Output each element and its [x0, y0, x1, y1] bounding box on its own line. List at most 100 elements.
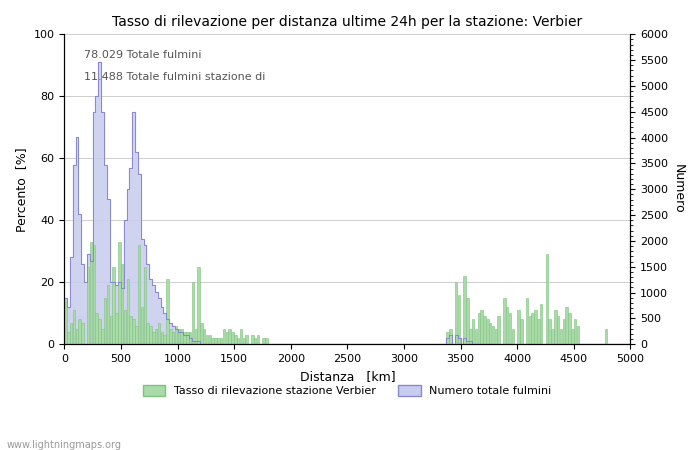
Bar [228, 329, 231, 344]
Bar [172, 332, 174, 344]
Bar [463, 276, 466, 344]
Bar [246, 335, 248, 344]
Bar [265, 338, 268, 344]
Bar [181, 329, 183, 344]
Bar [197, 267, 199, 344]
Bar [104, 298, 106, 344]
Bar [98, 320, 101, 344]
Bar [475, 329, 477, 344]
Bar [503, 298, 505, 344]
Bar [577, 326, 579, 344]
Bar [557, 316, 559, 344]
Bar [551, 329, 554, 344]
Bar [455, 282, 458, 344]
Bar [135, 326, 137, 344]
Bar [169, 329, 172, 344]
Bar [568, 313, 570, 344]
Bar [540, 304, 542, 344]
Bar [141, 307, 144, 344]
Bar [195, 329, 197, 344]
Bar [512, 329, 514, 344]
Bar [95, 313, 98, 344]
Bar [160, 332, 163, 344]
Bar [458, 295, 461, 344]
Bar [237, 338, 239, 344]
Bar [534, 310, 537, 344]
Bar [64, 298, 67, 344]
Bar [251, 335, 253, 344]
Bar [121, 264, 123, 344]
Bar [211, 338, 214, 344]
Bar [509, 313, 511, 344]
Bar [152, 332, 155, 344]
Bar [200, 323, 203, 344]
Bar [92, 245, 95, 344]
Bar [574, 320, 576, 344]
Bar [106, 285, 109, 344]
Bar [76, 329, 78, 344]
Bar [217, 338, 220, 344]
Bar [118, 242, 120, 344]
Bar [472, 320, 475, 344]
Bar [163, 335, 166, 344]
Text: 78.029 Totale fulmini: 78.029 Totale fulmini [84, 50, 202, 60]
Bar [526, 298, 528, 344]
Bar [183, 332, 186, 344]
Bar [113, 267, 115, 344]
Bar [124, 310, 126, 344]
Bar [548, 320, 551, 344]
Bar [203, 329, 206, 344]
Bar [492, 326, 494, 344]
Bar [498, 316, 500, 344]
X-axis label: Distanza   [km]: Distanza [km] [300, 369, 395, 382]
Bar [146, 323, 149, 344]
Bar [531, 313, 534, 344]
Bar [449, 329, 452, 344]
Bar [225, 332, 228, 344]
Bar [240, 329, 242, 344]
Bar [110, 316, 112, 344]
Bar [257, 335, 259, 344]
Bar [209, 335, 211, 344]
Bar [517, 310, 519, 344]
Bar [87, 267, 90, 344]
Bar [486, 320, 489, 344]
Bar [605, 329, 608, 344]
Bar [560, 329, 562, 344]
Bar [234, 335, 237, 344]
Text: 11.488 Totale fulmini stazione di: 11.488 Totale fulmini stazione di [84, 72, 265, 81]
Bar [220, 338, 223, 344]
Bar [175, 326, 177, 344]
Text: www.lightningmaps.org: www.lightningmaps.org [7, 440, 122, 450]
Bar [528, 316, 531, 344]
Bar [189, 332, 191, 344]
Y-axis label: Numero: Numero [672, 165, 685, 214]
Bar [149, 326, 152, 344]
Bar [520, 320, 523, 344]
Bar [144, 267, 146, 344]
Bar [67, 332, 69, 344]
Bar [90, 242, 92, 344]
Bar [116, 313, 118, 344]
Bar [554, 310, 556, 344]
Bar [537, 320, 540, 344]
Bar [254, 338, 256, 344]
Bar [545, 254, 548, 344]
Bar [231, 332, 234, 344]
Bar [469, 329, 472, 344]
Bar [466, 298, 469, 344]
Bar [206, 335, 209, 344]
Bar [214, 338, 217, 344]
Bar [178, 329, 180, 344]
Bar [571, 329, 573, 344]
Bar [73, 310, 76, 344]
Bar [223, 329, 225, 344]
Bar [155, 329, 158, 344]
Bar [78, 320, 81, 344]
Title: Tasso di rilevazione per distanza ultime 24h per la stazione: Verbier: Tasso di rilevazione per distanza ultime… [112, 15, 582, 29]
Bar [506, 307, 508, 344]
Bar [158, 323, 160, 344]
Bar [495, 329, 497, 344]
Bar [186, 332, 188, 344]
Bar [81, 323, 84, 344]
